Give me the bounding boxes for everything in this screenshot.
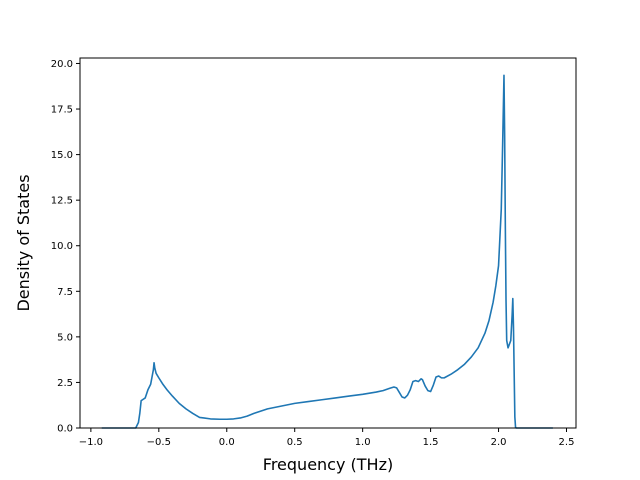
x-tick-label: −1.0: [79, 437, 103, 448]
x-tick-label: 2.5: [559, 437, 575, 448]
y-axis-label: Density of States: [14, 174, 33, 311]
plot-area: [80, 58, 576, 428]
x-tick-label: 2.0: [491, 437, 507, 448]
dos-series-line-0: [101, 74, 553, 429]
curve-layer: [101, 74, 553, 429]
x-tick-label: 1.0: [355, 437, 371, 448]
y-axis-ticks: 0.0 2.5 5.0 7.5 10.0 12.5 15.0 17.5 20.0: [51, 59, 80, 435]
x-tick-label: −0.5: [147, 437, 171, 448]
x-tick-label: 0.5: [287, 437, 303, 448]
y-tick-label: 17.5: [51, 105, 73, 116]
y-tick-label: 0.0: [57, 424, 73, 435]
y-tick-label: 15.0: [51, 150, 73, 161]
plot-frame: [79, 57, 577, 429]
y-tick-label: 5.0: [57, 332, 73, 343]
y-tick-label: 20.0: [51, 59, 73, 70]
x-tick-label: 0.0: [219, 437, 235, 448]
y-tick-label: 7.5: [57, 287, 73, 298]
x-axis-ticks: −1.0 −0.5 0.0 0.5 1.0 1.5 2.0 2.5: [79, 428, 575, 448]
x-tick-label: 1.5: [423, 437, 439, 448]
x-axis-label: Frequency (THz): [263, 455, 393, 474]
y-tick-label: 10.0: [51, 241, 73, 252]
y-tick-label: 12.5: [51, 196, 73, 207]
y-tick-label: 2.5: [57, 378, 73, 389]
